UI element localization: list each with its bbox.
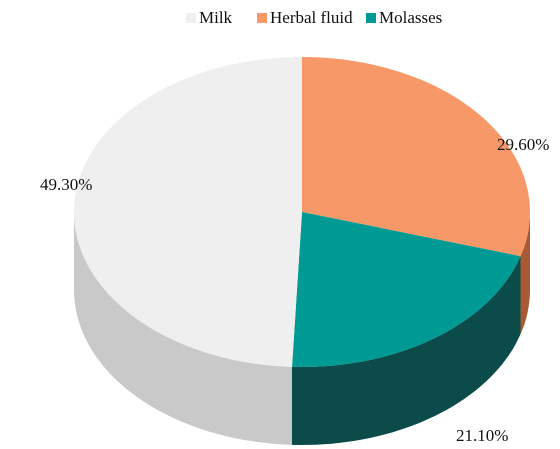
slice: [292, 212, 521, 367]
legend-label: Molasses: [379, 8, 442, 27]
slice: [302, 57, 530, 257]
slice: [74, 57, 302, 367]
legend-swatch: [366, 13, 376, 23]
data-label: 49.30%: [40, 175, 92, 194]
legend-label: Herbal fluid: [270, 8, 353, 27]
data-label: 21.10%: [456, 426, 508, 445]
data-label: 29.60%: [497, 135, 549, 154]
legend-swatch: [257, 13, 267, 23]
slice-side: [292, 256, 521, 445]
slice-side: [520, 212, 530, 335]
legend-swatch: [186, 13, 196, 23]
slice-side: [74, 212, 292, 445]
legend-label: Milk: [199, 8, 233, 27]
